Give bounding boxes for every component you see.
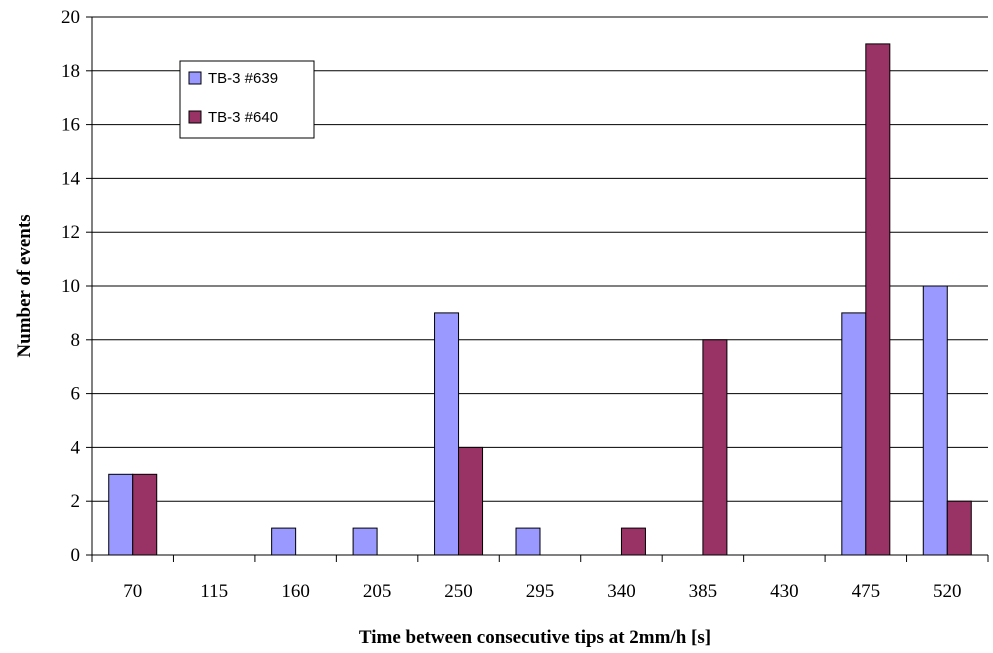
x-tick-label: 430 <box>770 581 799 602</box>
y-tick-label: 20 <box>61 7 80 28</box>
bar-series2 <box>133 474 157 555</box>
bar-series1 <box>923 286 947 555</box>
y-tick-label: 8 <box>71 330 81 351</box>
x-tick-label: 70 <box>123 581 142 602</box>
y-tick-label: 10 <box>61 276 80 297</box>
x-tick-label: 115 <box>200 581 228 602</box>
bar-series1 <box>109 474 133 555</box>
legend: TB-3 #639 TB-3 #640 <box>180 61 314 138</box>
x-axis-ticks: 70 115 160 205 250 295 340 385 430 475 520 <box>92 555 988 602</box>
x-tick-label: 250 <box>444 581 473 602</box>
legend-label: TB-3 #640 <box>208 109 278 126</box>
y-tick-label: 2 <box>71 491 81 512</box>
y-tick-label: 4 <box>71 437 81 458</box>
x-tick-label: 205 <box>363 581 392 602</box>
y-axis-ticks: 0 2 4 6 8 10 12 14 16 18 20 <box>61 7 92 566</box>
x-tick-label: 520 <box>933 581 962 602</box>
bar-series2 <box>866 44 890 555</box>
bar-series2 <box>621 528 645 555</box>
bar-series2 <box>947 501 971 555</box>
legend-swatch <box>189 72 201 84</box>
legend-swatch <box>189 111 201 123</box>
bar-series1 <box>353 528 377 555</box>
y-tick-label: 18 <box>61 61 80 82</box>
x-tick-label: 475 <box>852 581 881 602</box>
x-tick-label: 160 <box>281 581 310 602</box>
y-axis-title: Number of events <box>14 214 35 357</box>
y-tick-label: 14 <box>61 168 81 189</box>
y-tick-label: 6 <box>71 384 81 405</box>
x-tick-label: 340 <box>607 581 636 602</box>
bar-series1 <box>516 528 540 555</box>
x-axis-title: Time between consecutive tips at 2mm/h [… <box>359 627 711 648</box>
legend-label: TB-3 #639 <box>208 70 278 87</box>
y-tick-label: 0 <box>71 545 81 566</box>
bar-series1 <box>272 528 296 555</box>
x-tick-label: 385 <box>689 581 718 602</box>
bar-series2 <box>459 447 483 555</box>
bar-series1 <box>842 313 866 555</box>
x-tick-label: 295 <box>526 581 555 602</box>
bar-series2 <box>703 340 727 555</box>
y-tick-label: 12 <box>61 222 80 243</box>
y-tick-label: 16 <box>61 115 80 136</box>
bar-series1 <box>435 313 459 555</box>
